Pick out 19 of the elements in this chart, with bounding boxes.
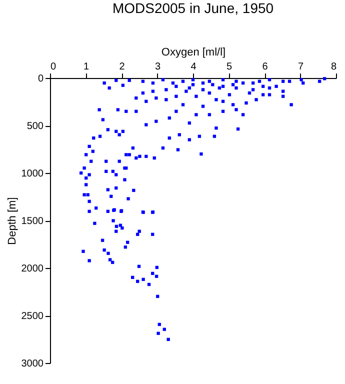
y-tick-label: 1000: [21, 168, 44, 180]
x-tick-label: 7: [298, 62, 304, 72]
y-axis-title: Depth [m]: [6, 197, 18, 245]
x-tick-label: 1: [83, 62, 90, 72]
x-tick-label: 4: [190, 62, 197, 72]
chart-title: MODS2005 in June, 1950: [112, 0, 274, 16]
x-tick-label: 3: [154, 62, 161, 72]
y-tick-label: 3000: [21, 358, 44, 370]
x-tick-label: 8: [330, 62, 337, 72]
x-tick-label: 6: [262, 62, 268, 72]
x-tick-label: 2: [119, 62, 126, 72]
y-tick-label: 2000: [21, 264, 44, 274]
y-tick-label: 1500: [21, 216, 44, 227]
y-tick-label: 500: [26, 121, 44, 132]
y-tick-label: 2500: [21, 311, 44, 322]
x-tick-label: 5: [226, 62, 232, 72]
x-axis-title: Oxygen [ml/l]: [161, 46, 226, 58]
y-tick-label: 0: [38, 74, 44, 84]
x-tick-label: 0: [50, 62, 56, 72]
